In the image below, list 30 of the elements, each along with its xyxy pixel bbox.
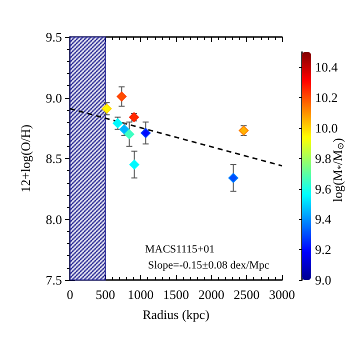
y-tick-label: 9.0 bbox=[46, 90, 62, 106]
annotation: Slope=-0.15±0.08 dex/Mpc bbox=[148, 260, 270, 272]
x-tick-label: 2500 bbox=[234, 287, 260, 302]
point bbox=[124, 129, 134, 140]
point bbox=[116, 92, 127, 102]
y-tick-label: 8.5 bbox=[46, 151, 62, 166]
x-tick-label: 500 bbox=[96, 287, 116, 302]
y-axis-title: 12+log(O/H) bbox=[18, 124, 33, 192]
annotation: MACS1115+01 bbox=[145, 244, 215, 256]
color-bar-label: 10.4 bbox=[315, 60, 338, 75]
color-bar-label: 9.6 bbox=[315, 181, 332, 196]
y-tick-label: 8.0 bbox=[46, 212, 62, 227]
color-bar-label: 9.0 bbox=[315, 272, 332, 288]
point bbox=[140, 128, 151, 138]
color-bar-label: 9.8 bbox=[315, 150, 332, 166]
x-tick-label: 1500 bbox=[163, 287, 189, 302]
color-bar-label: 10.2 bbox=[315, 90, 338, 106]
y-tick-label: 7.5 bbox=[46, 272, 62, 288]
color-bar-label: 9.2 bbox=[315, 242, 332, 258]
color-bar-label: 9.4 bbox=[315, 212, 332, 227]
x-tick-label: 1000 bbox=[128, 287, 154, 302]
x-tick-label: 0 bbox=[66, 287, 74, 302]
x-axis-title: Radius (kpc) bbox=[142, 307, 210, 322]
color-bar-title: log(M*/M⊙) bbox=[330, 138, 346, 202]
x-tick-label: 2000 bbox=[198, 287, 224, 302]
y-tick-label: 9.5 bbox=[46, 30, 62, 44]
point bbox=[129, 160, 140, 170]
color-bar-label: 10.0 bbox=[315, 120, 338, 136]
x-tick-label: 3000 bbox=[269, 287, 295, 302]
point bbox=[228, 172, 238, 183]
